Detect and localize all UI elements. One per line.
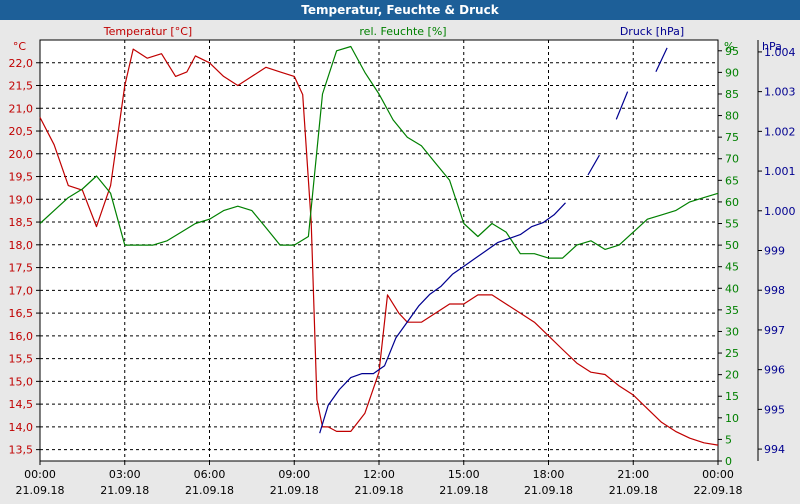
- temperature-tick-label: 20,0: [9, 148, 34, 161]
- x-tick-date: 21.09.18: [524, 484, 573, 497]
- x-tick-date: 21.09.18: [185, 484, 234, 497]
- series-line-humidity: [39, 45, 719, 259]
- series-line-temperature: [39, 48, 719, 446]
- pressure-tick-label: 998: [764, 284, 785, 297]
- x-tick-date: 21.09.18: [355, 484, 404, 497]
- x-tick-date: 21.09.18: [16, 484, 65, 497]
- temperature-tick-label: 15,5: [9, 353, 34, 366]
- humidity-tick-label: 85: [725, 88, 739, 101]
- humidity-tick-label: 80: [725, 110, 739, 123]
- pressure-tick-label: 1.003: [764, 86, 796, 99]
- pressure-tick-label: 996: [764, 364, 785, 377]
- x-tick-time: 09:00: [278, 468, 310, 481]
- temperature-tick-label: 19,5: [9, 171, 34, 184]
- x-tick-time: 06:00: [194, 468, 226, 481]
- temperature-tick-label: 17,5: [9, 262, 34, 275]
- x-tick-date: 21.09.18: [100, 484, 149, 497]
- humidity-tick-label: 90: [725, 66, 739, 79]
- humidity-tick-label: 30: [725, 325, 739, 338]
- temperature-axis-label: Temperatur [°C]: [103, 25, 192, 38]
- pressure-tick-label: 1.001: [764, 165, 796, 178]
- humidity-tick-label: 20: [725, 369, 739, 382]
- humidity-axis-unit: %: [724, 40, 734, 53]
- pressure-tick-label: 1.000: [764, 205, 796, 218]
- temperature-axis-unit: °C: [13, 40, 27, 53]
- humidity-tick-label: 25: [725, 347, 739, 360]
- temperature-tick-label: 20,5: [9, 125, 34, 138]
- x-tick-date: 21.09.18: [270, 484, 319, 497]
- temperature-tick-label: 21,5: [9, 80, 34, 93]
- pressure-tick-label: 1.004: [764, 46, 796, 59]
- humidity-tick-label: 5: [725, 433, 732, 446]
- temperature-tick-label: 16,5: [9, 307, 34, 320]
- temperature-tick-label: 21,0: [9, 102, 34, 115]
- humidity-tick-label: 10: [725, 412, 739, 425]
- x-tick-time: 12:00: [363, 468, 395, 481]
- line-chart: °C 13,5 14,0 14,5 15,0 15,5 16,0 16,5 17,0 17,5 18…: [9, 25, 796, 497]
- x-tick-time: 21:00: [617, 468, 649, 481]
- temperature-tick-label: 19,0: [9, 193, 34, 206]
- humidity-tick-label: 15: [725, 390, 739, 403]
- x-tick-time: 00:00: [24, 468, 56, 481]
- pressure-tick-label: 995: [764, 403, 785, 416]
- x-tick-date: 21.09.18: [439, 484, 488, 497]
- window-title: Temperatur, Feuchte & Druck: [0, 0, 800, 20]
- humidity-tick-label: 0: [725, 455, 732, 468]
- temperature-tick-label: 22,0: [9, 57, 34, 70]
- x-tick-time: 18:00: [533, 468, 565, 481]
- humidity-tick-label: 95: [725, 45, 739, 58]
- humidity-tick-label: 65: [725, 174, 739, 187]
- humidity-tick-label: 55: [725, 218, 739, 231]
- temperature-tick-label: 13,5: [9, 444, 34, 457]
- pressure-axis-label: Druck [hPa]: [620, 25, 684, 38]
- pressure-tick-label: 994: [764, 443, 785, 456]
- humidity-axis-label: rel. Feuchte [%]: [359, 25, 446, 38]
- temperature-tick-label: 18,0: [9, 239, 34, 252]
- temperature-tick-label: 14,5: [9, 398, 34, 411]
- temperature-tick-label: 16,0: [9, 330, 34, 343]
- temperature-tick-label: 18,5: [9, 216, 34, 229]
- x-tick-date: 22.09.18: [694, 484, 743, 497]
- humidity-tick-label: 50: [725, 239, 739, 252]
- temperature-tick-label: 14,0: [9, 421, 34, 434]
- humidity-tick-label: 75: [725, 131, 739, 144]
- pressure-tick-label: 997: [764, 324, 785, 337]
- humidity-tick-label: 70: [725, 153, 739, 166]
- temperature-tick-label: 15,0: [9, 375, 34, 388]
- chart-area: °C 13,5 14,0 14,5 15,0 15,5 16,0 16,5 17,0 17,5 18…: [0, 20, 800, 500]
- x-tick-time: 00:00: [702, 468, 734, 481]
- humidity-tick-label: 40: [725, 282, 739, 295]
- humidity-tick-label: 45: [725, 261, 739, 274]
- x-tick-time: 03:00: [109, 468, 141, 481]
- pressure-tick-label: 999: [764, 245, 785, 258]
- pressure-tick-label: 1.002: [764, 125, 796, 138]
- humidity-tick-label: 35: [725, 304, 739, 317]
- x-tick-date: 21.09.18: [609, 484, 658, 497]
- temperature-tick-label: 17,0: [9, 284, 34, 297]
- humidity-tick-label: 60: [725, 196, 739, 209]
- pressure-axis-unit: hPa: [762, 40, 782, 53]
- x-tick-time: 15:00: [448, 468, 480, 481]
